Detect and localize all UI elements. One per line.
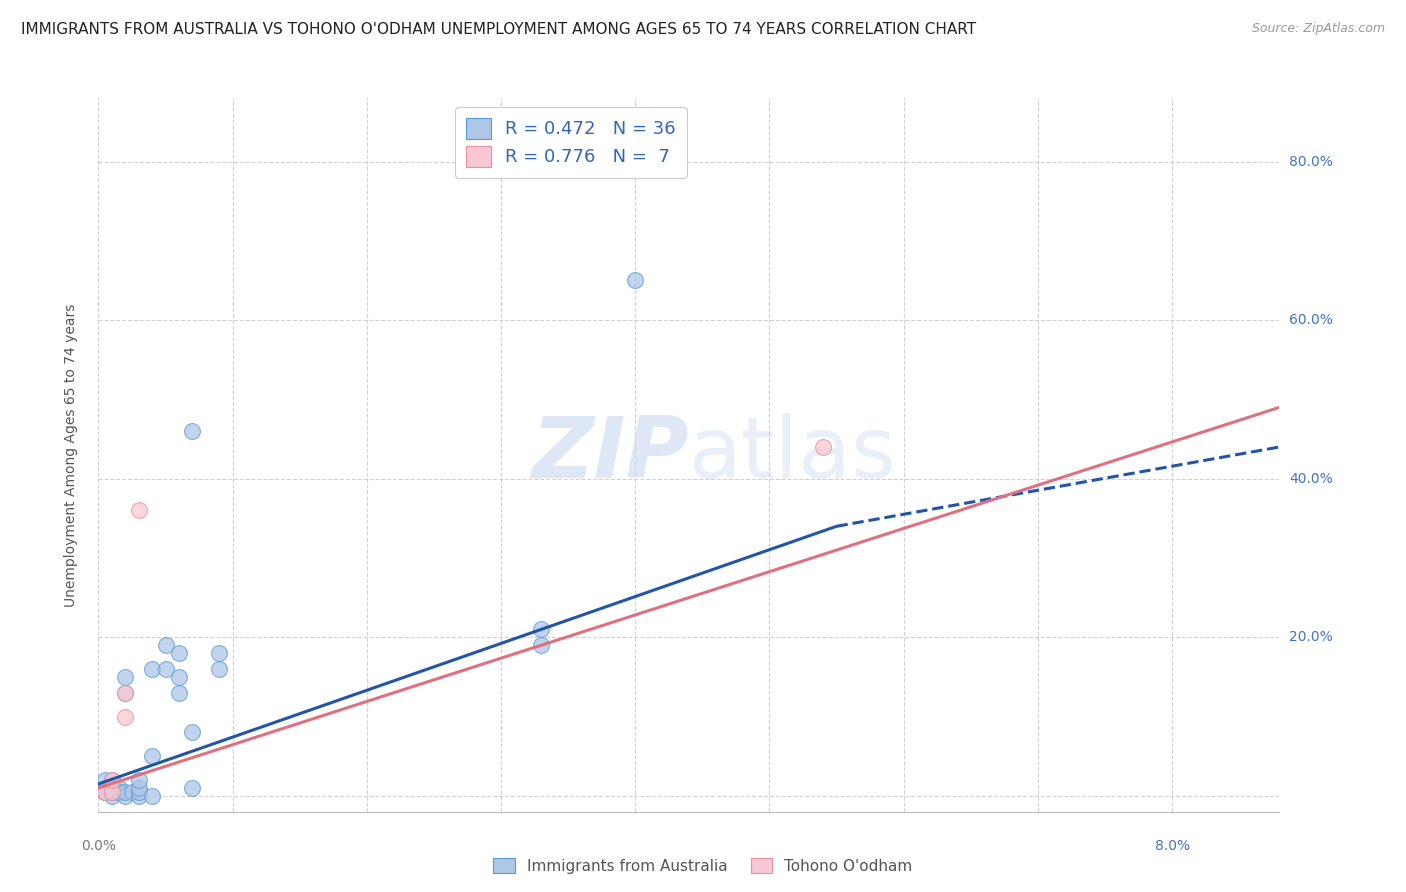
Text: 40.0%: 40.0% xyxy=(1289,472,1333,486)
Point xyxy=(101,780,124,795)
Y-axis label: Unemployment Among Ages 65 to 74 years: Unemployment Among Ages 65 to 74 years xyxy=(63,303,77,607)
Text: 60.0%: 60.0% xyxy=(1289,313,1333,327)
Point xyxy=(107,785,129,799)
Point xyxy=(107,780,129,795)
Point xyxy=(624,273,647,287)
Point xyxy=(128,785,150,799)
Point xyxy=(94,785,117,799)
Point xyxy=(114,686,136,700)
Point xyxy=(101,772,124,787)
Point xyxy=(94,780,117,795)
Point xyxy=(141,749,163,764)
Point xyxy=(167,686,190,700)
Point xyxy=(101,789,124,803)
Point xyxy=(128,780,150,795)
Point xyxy=(181,424,204,438)
Text: IMMIGRANTS FROM AUSTRALIA VS TOHONO O'ODHAM UNEMPLOYMENT AMONG AGES 65 TO 74 YEA: IMMIGRANTS FROM AUSTRALIA VS TOHONO O'OD… xyxy=(21,22,976,37)
Point xyxy=(114,686,136,700)
Point xyxy=(114,789,136,803)
Point xyxy=(114,785,136,799)
Point xyxy=(94,772,117,787)
Point xyxy=(101,772,124,787)
Point xyxy=(811,440,834,454)
Point xyxy=(141,789,163,803)
Text: 0.0%: 0.0% xyxy=(82,839,115,854)
Point xyxy=(94,785,117,799)
Text: 20.0%: 20.0% xyxy=(1289,631,1333,644)
Legend: R = 0.472   N = 36, R = 0.776   N =  7: R = 0.472 N = 36, R = 0.776 N = 7 xyxy=(454,107,688,178)
Point xyxy=(181,780,204,795)
Text: ZIP: ZIP xyxy=(531,413,689,497)
Point xyxy=(128,772,150,787)
Point xyxy=(167,670,190,684)
Point xyxy=(167,646,190,660)
Point xyxy=(141,662,163,676)
Point xyxy=(107,785,129,799)
Point xyxy=(121,785,143,799)
Point xyxy=(114,670,136,684)
Point xyxy=(114,709,136,723)
Point xyxy=(128,503,150,517)
Point xyxy=(128,789,150,803)
Point xyxy=(101,785,124,799)
Text: atlas: atlas xyxy=(689,413,897,497)
Point xyxy=(155,662,177,676)
Legend: Immigrants from Australia, Tohono O'odham: Immigrants from Australia, Tohono O'odha… xyxy=(488,852,918,880)
Point xyxy=(101,785,124,799)
Point xyxy=(208,646,231,660)
Text: 80.0%: 80.0% xyxy=(1289,154,1333,169)
Text: Source: ZipAtlas.com: Source: ZipAtlas.com xyxy=(1251,22,1385,36)
Point xyxy=(94,785,117,799)
Point xyxy=(530,638,553,652)
Point xyxy=(530,623,553,637)
Point xyxy=(155,638,177,652)
Point xyxy=(181,725,204,739)
Text: 8.0%: 8.0% xyxy=(1154,839,1189,854)
Point xyxy=(208,662,231,676)
